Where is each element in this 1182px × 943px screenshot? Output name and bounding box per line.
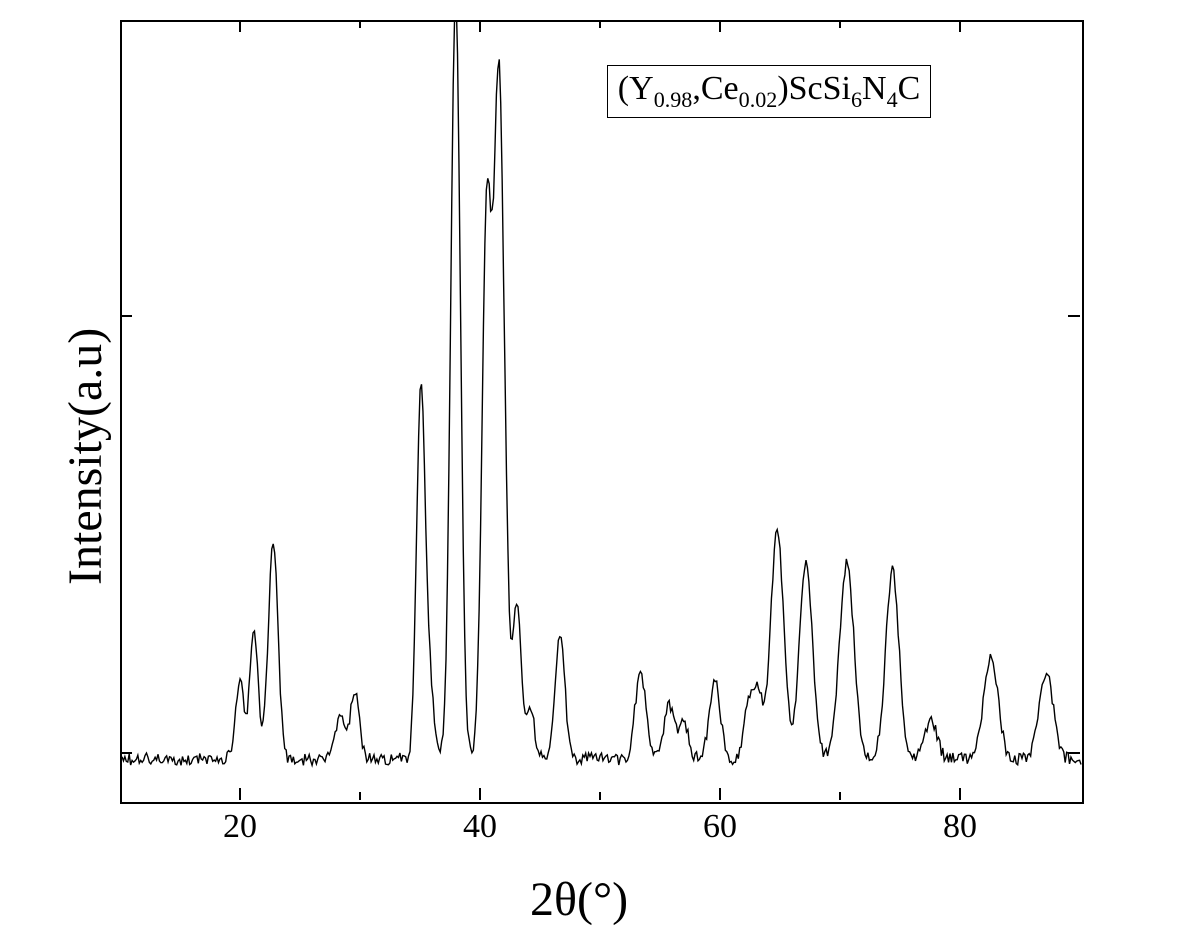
- x-minor-tick: [359, 792, 361, 800]
- x-major-tick: [719, 788, 721, 800]
- x-minor-tick: [599, 792, 601, 800]
- xrd-figure: Intensity(a.u) (Y0.98,Ce0.02)ScSi6N4C 2θ…: [0, 0, 1182, 943]
- x-tick-label: 20: [223, 808, 257, 846]
- x-minor-tick-top: [599, 20, 601, 28]
- y-tick: [120, 315, 132, 317]
- x-major-tick-top: [959, 20, 961, 32]
- x-major-tick: [479, 788, 481, 800]
- x-minor-tick: [839, 792, 841, 800]
- xrd-trace: [122, 22, 1081, 765]
- y-tick: [1068, 752, 1080, 754]
- x-tick-label: 40: [463, 808, 497, 846]
- x-major-tick: [239, 788, 241, 800]
- x-minor-tick-top: [359, 20, 361, 28]
- x-major-tick-top: [239, 20, 241, 32]
- x-minor-tick-top: [839, 20, 841, 28]
- x-axis-label: 2θ(°): [530, 872, 628, 927]
- x-tick-label: 60: [703, 808, 737, 846]
- x-tick-label: 80: [943, 808, 977, 846]
- y-tick: [1068, 315, 1080, 317]
- y-tick: [120, 752, 132, 754]
- y-axis-label: Intensity(a.u): [58, 328, 113, 585]
- x-major-tick-top: [719, 20, 721, 32]
- xrd-trace-svg: [122, 22, 1082, 802]
- x-major-tick-top: [479, 20, 481, 32]
- legend-box: (Y0.98,Ce0.02)ScSi6N4C: [607, 65, 932, 118]
- plot-area: (Y0.98,Ce0.02)ScSi6N4C: [120, 20, 1084, 804]
- x-major-tick: [959, 788, 961, 800]
